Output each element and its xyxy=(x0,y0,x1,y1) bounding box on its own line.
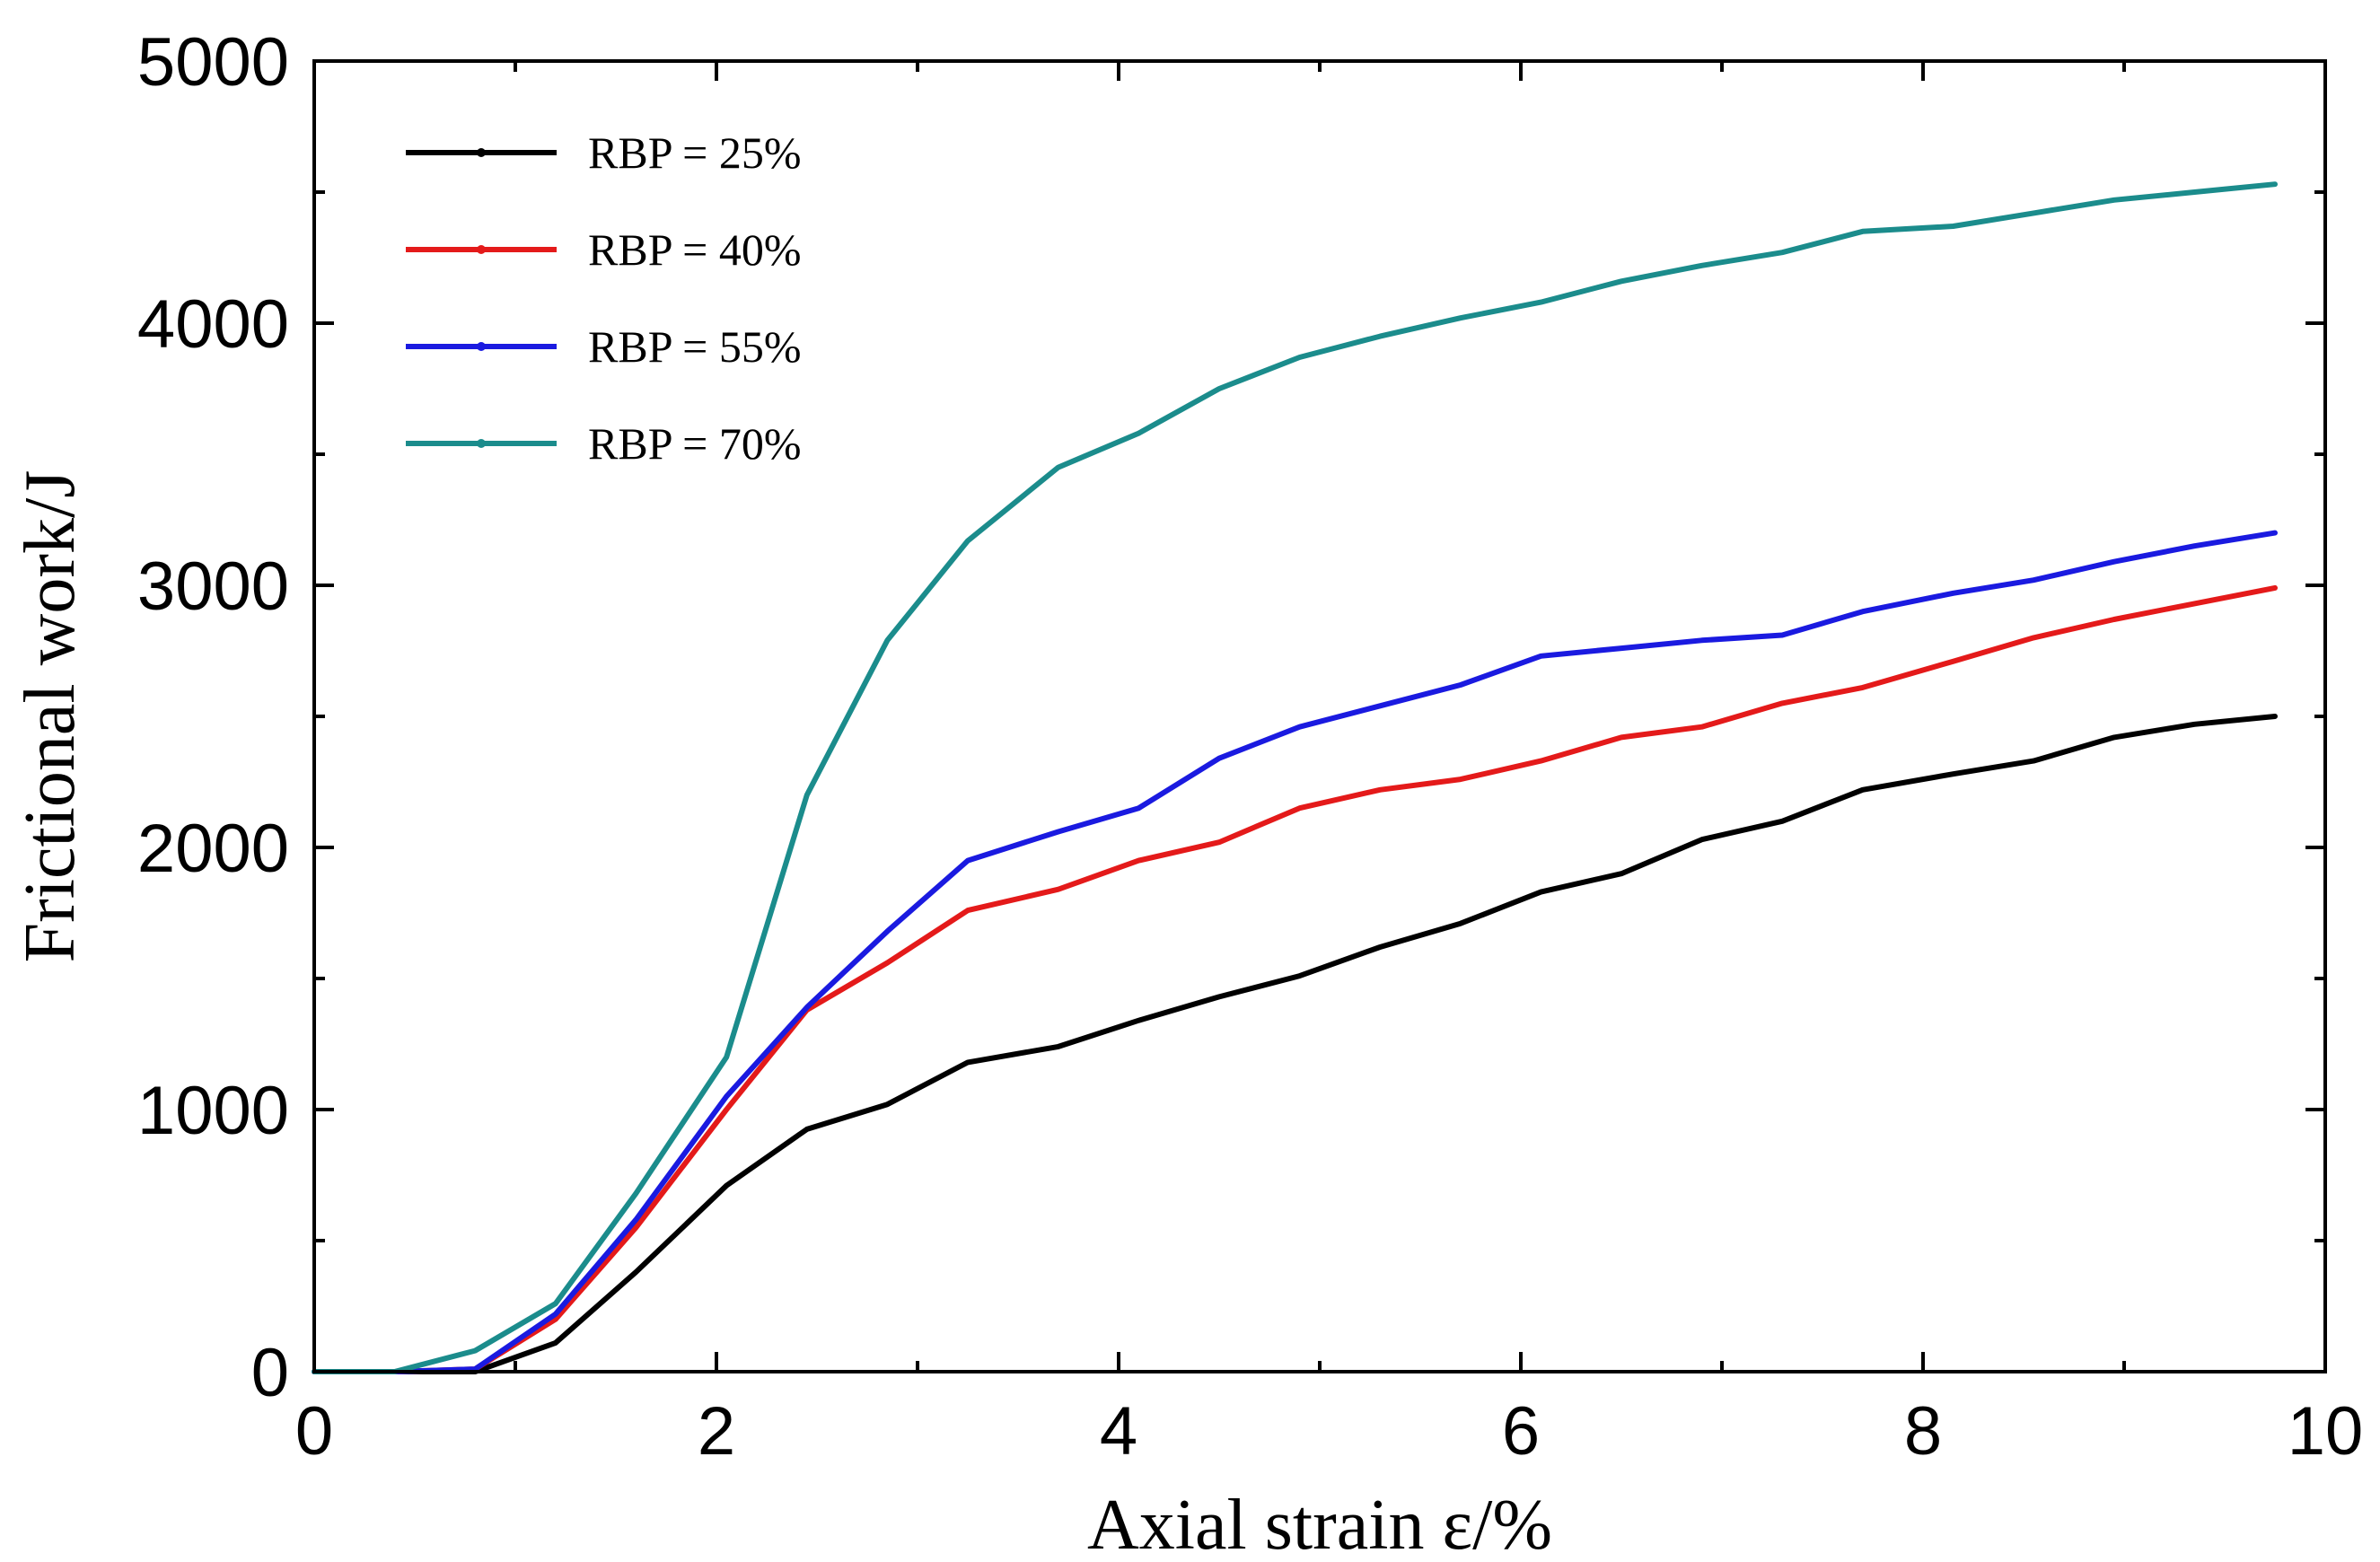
x-tick-label: 4 xyxy=(1100,1393,1137,1470)
legend-marker-1 xyxy=(477,148,486,157)
x-axis-title: Axial strain ε/% xyxy=(1087,1486,1552,1562)
legend-label-2: RBP = 40% xyxy=(588,224,802,275)
legend-marker-4 xyxy=(477,439,486,448)
series-line-1 xyxy=(312,714,2278,1374)
legend-label-1: RBP = 25% xyxy=(588,127,802,178)
y-axis-title: Frictional work/J xyxy=(11,470,90,963)
x-tick-label: 10 xyxy=(2288,1393,2364,1470)
ticks-layer: 0 2 4 6 8 10 0 1000 2000 3000 4000 5000 xyxy=(137,24,2363,1470)
y-tick-label: 3000 xyxy=(137,548,289,625)
legend-label-4: RBP = 70% xyxy=(588,418,802,469)
x-tick-label: 6 xyxy=(1502,1393,1540,1470)
legend-marker-2 xyxy=(477,245,486,254)
series-layer xyxy=(312,181,2278,1374)
y-tick-label: 0 xyxy=(251,1335,289,1411)
y-tick-label: 5000 xyxy=(137,24,289,101)
legend-label-3: RBP = 55% xyxy=(588,321,802,372)
legend-marker-3 xyxy=(477,342,486,351)
series-line-3 xyxy=(312,530,2278,1374)
x-tick-label: 2 xyxy=(698,1393,735,1470)
series-line-4 xyxy=(312,181,2278,1374)
y-tick-label: 4000 xyxy=(137,286,289,363)
y-tick-label: 1000 xyxy=(137,1073,289,1149)
x-tick-label: 0 xyxy=(295,1393,333,1470)
legend: RBP = 25% RBP = 40% RBP = 55% RBP = 70% xyxy=(406,127,802,469)
y-tick-label: 2000 xyxy=(137,811,289,887)
series-line-2 xyxy=(312,584,2278,1374)
x-tick-label: 8 xyxy=(1904,1393,1942,1470)
